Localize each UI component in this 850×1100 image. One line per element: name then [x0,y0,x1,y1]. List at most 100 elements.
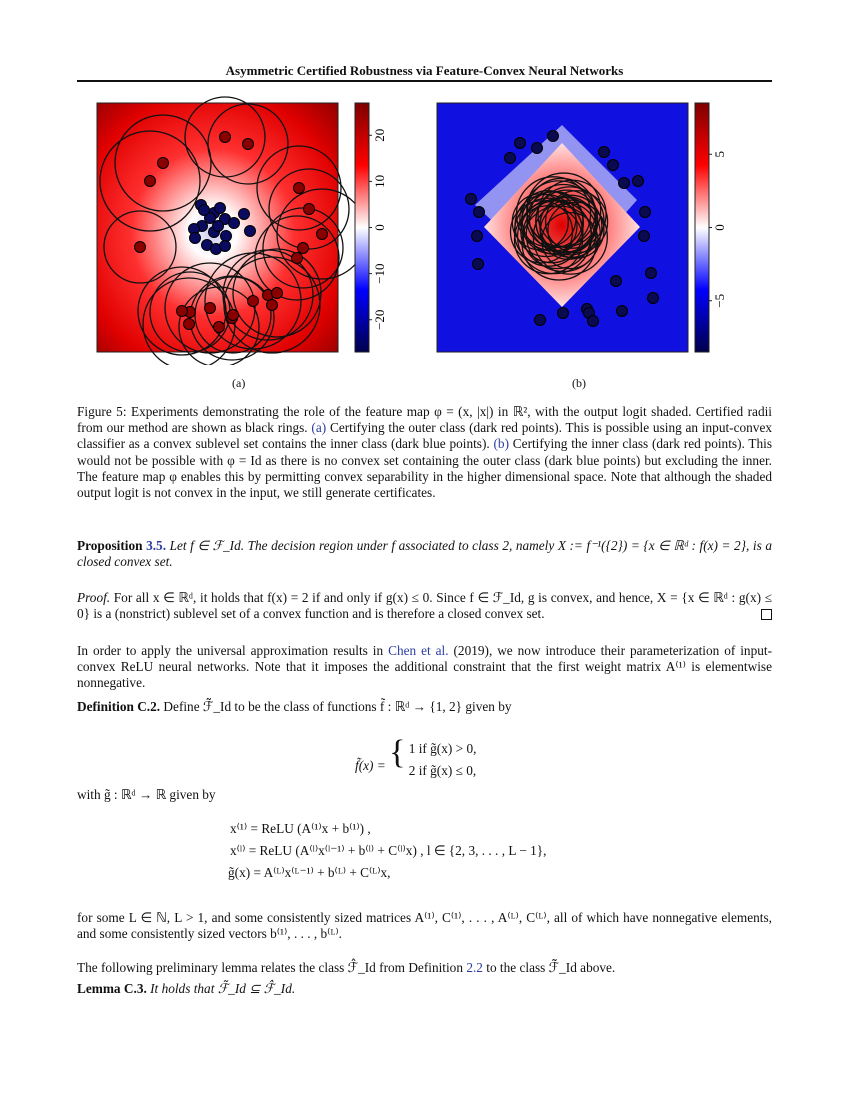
outer-class-point [645,267,657,279]
certified-ring [268,168,350,250]
equation-icnn: x⁽¹⁾ = ReLU (A⁽¹⁾x + b⁽¹⁾) , x⁽ˡ⁾ = ReLU… [228,818,546,884]
caption-text: Experiments demonstrating the role of th… [77,404,772,436]
eq-line: g̃(x) = A⁽ᴸ⁾x⁽ᴸ⁻¹⁾ + b⁽ᴸ⁾ + C⁽ᴸ⁾x, [228,865,391,880]
inner-class-point [244,225,256,237]
caption-text: Certifying the inner class (dark red poi… [77,436,772,501]
colorbar-tick-label: −20 [372,310,387,330]
paragraph: The following preliminary lemma relates … [77,960,772,976]
definition-label: Definition C.2. [77,699,161,714]
outer-class-point [557,307,569,319]
inner-class-point [204,212,216,224]
panel-b-label: (b) [572,376,586,390]
text: In order to apply the universal approxim… [77,643,389,658]
colorbar-a [354,102,370,353]
certified-ring [262,207,344,289]
proposition-text: Let f ∈ ℱ_Id. The decision region under … [77,538,772,570]
inner-class-point [212,220,224,232]
outer-class-point [219,131,231,143]
proposition-3-5: Proposition 3.5. Let f ∈ ℱ_Id. The decis… [77,538,772,570]
inner-class-point [214,202,226,214]
lemma-c-3: Lemma C.3. It holds that ℱ̃_Id ⊆ ℱ̂_Id. [77,981,772,997]
outer-class-point [607,159,619,171]
text: (2019) [448,643,489,658]
outer-class-point [465,193,477,205]
colorbar-b [694,102,710,353]
certified-ring [114,114,212,212]
colorbar-tick-label: 10 [372,175,387,188]
outer-class-point [514,137,526,149]
running-header: Asymmetric Certified Robustness via Feat… [225,63,624,78]
inner-class-point [238,208,250,220]
panel-a-plot [96,96,368,365]
panel-b-diamond [484,143,640,307]
outer-class-point [266,299,278,311]
outer-class-point [632,175,644,187]
eq-line: x⁽ˡ⁾ = ReLU (A⁽ˡ⁾x⁽ˡ⁻¹⁾ + b⁽ˡ⁾ + C⁽ˡ⁾x) … [230,843,547,858]
with-text: with g̃ : ℝᵈ → ℝ given by [77,787,216,802]
colorbar-tick-label: 5 [712,151,727,158]
proposition-number-link[interactable]: 3.5. [146,538,167,553]
outer-class-point [247,295,259,307]
paragraph: In order to apply the universal approxim… [77,643,772,692]
outer-class-point [471,230,483,242]
outer-class-point [144,175,156,187]
outer-class-point [227,309,239,321]
proposition-label: Proposition [77,538,147,553]
inner-class-point [220,230,232,242]
outer-class-point [547,130,559,142]
outer-class-point [204,302,216,314]
text: to the class ℱ̃_Id above. [482,960,616,975]
panel-a-label: (a) [232,376,246,390]
colorbar-tick-label: −10 [372,263,387,283]
caption-link-b[interactable]: (b) [493,436,510,452]
definition-c-2: Definition C.2. Define ℱ̃_Id to be the c… [77,699,772,715]
certified-ring [207,103,289,185]
lemma-text: It holds that ℱ̃_Id ⊆ ℱ̂_Id. [146,981,296,996]
figure-caption: Figure 5: Experiments demonstrating the … [77,404,772,501]
proof-label: Proof. [77,590,111,605]
colorbar-tick-label: 0 [712,224,727,231]
outer-class-point [531,142,543,154]
proof-text: For all x ∈ ℝᵈ, it holds that f(x) = 2 i… [77,590,772,622]
inner-class-point [219,240,231,252]
inner-class-point [228,217,240,229]
certified-ring [256,145,342,231]
caption-prefix: Figure 5: [77,404,131,419]
outer-class-point [598,146,610,158]
certified-ring [254,215,340,301]
outer-class-point [134,241,146,253]
outer-class-point [242,138,254,150]
certified-ring [164,262,256,354]
eq-case-2: 2 if g̃(x) ≤ 0, [408,763,477,778]
text: The following preliminary lemma relates … [77,960,467,975]
definition-link[interactable]: 2.2 [466,960,483,975]
outer-class-point [504,152,516,164]
text: , we now introduce their parameterizatio… [77,643,772,691]
certified-ring [142,277,236,365]
outer-class-point [291,252,303,264]
colorbar-tick-label: 0 [372,224,387,231]
outer-class-point [303,203,315,215]
outer-class-point [213,321,225,333]
paragraph: for some L ∈ ℕ, L > 1, and some consiste… [77,910,772,942]
certified-ring [232,248,322,338]
panel-b-plot [436,102,689,353]
outer-class-point [316,228,328,240]
equation-f-tilde: f̃(x) = { 1 if g̃(x) > 0, 2 if g̃(x) ≤ 0, [355,736,477,782]
outer-class-point [473,206,485,218]
outer-class-point [472,258,484,270]
certified-ring [516,198,593,275]
eq-line: x⁽¹⁾ = ReLU (A⁽¹⁾x + b⁽¹⁾) , [230,821,371,836]
eq-lhs: f̃(x) = [355,758,386,773]
inner-class-point [198,204,210,216]
outer-class-point [610,275,622,287]
certified-ring [137,266,227,356]
citation-link[interactable]: Chen et al. [388,643,449,658]
outer-class-point [297,242,309,254]
caption-link-a[interactable]: (a) [311,420,327,436]
outer-class-point [647,292,659,304]
header-rule [77,80,772,82]
certified-ring [535,186,605,256]
eq-case-1: 1 if g̃(x) > 0, [408,741,477,756]
